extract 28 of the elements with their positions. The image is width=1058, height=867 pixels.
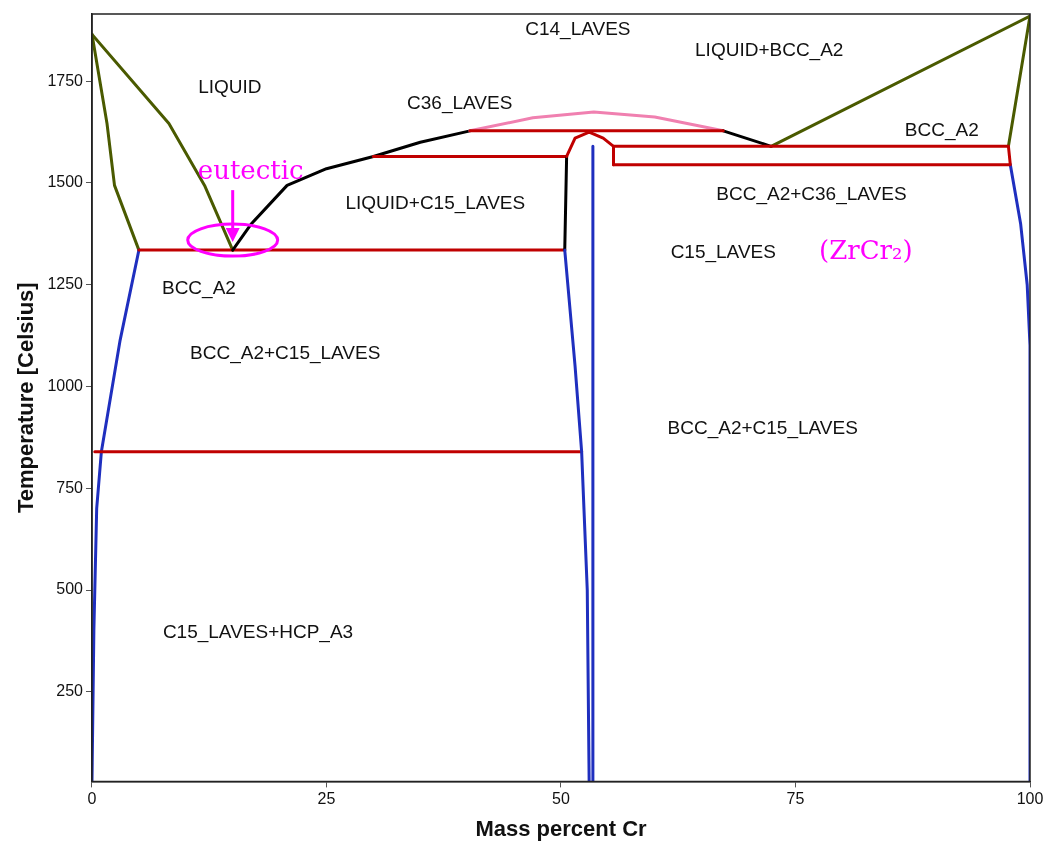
annotation: (ZrCr₂) <box>819 235 913 266</box>
annotation: C36_LAVES <box>407 92 513 115</box>
y-tick-label: 250 <box>56 682 84 700</box>
x-tick-label: 50 <box>552 790 570 808</box>
annotation: BCC_A2+C15_LAVES <box>190 342 381 365</box>
annotation: BCC_A2+C15_LAVES <box>667 416 858 439</box>
y-tick-label: 750 <box>56 478 84 496</box>
y-tick-label: 1000 <box>47 376 84 394</box>
annotation: LIQUID+C15_LAVES <box>345 191 526 214</box>
annotation: BCC_A2+C36_LAVES <box>716 183 907 206</box>
y-tick-label: 1500 <box>47 173 84 191</box>
annotation: C15_LAVES <box>670 240 776 263</box>
annotation: LIQUID <box>198 75 262 97</box>
x-axis-title: Mass percent Cr <box>475 815 648 841</box>
y-tick-label: 1750 <box>47 71 84 89</box>
annotation: eutectic <box>197 154 304 185</box>
y-tick-label: 1250 <box>47 275 84 293</box>
annotation: C14_LAVES <box>525 18 631 41</box>
y-tick-label: 500 <box>56 580 84 598</box>
x-tick-label: 25 <box>317 790 336 808</box>
annotation: C15_LAVES+HCP_A3 <box>162 620 354 643</box>
x-tick-label: 0 <box>87 790 97 808</box>
x-tick-label: 75 <box>786 790 805 808</box>
annotation: LIQUID+BCC_A2 <box>695 39 844 62</box>
y-axis-title: Temperature [Celsius] <box>13 282 39 514</box>
annotation: BCC_A2 <box>161 276 236 299</box>
x-tick-label: 100 <box>1016 790 1044 808</box>
annotation: BCC_A2 <box>904 118 979 141</box>
